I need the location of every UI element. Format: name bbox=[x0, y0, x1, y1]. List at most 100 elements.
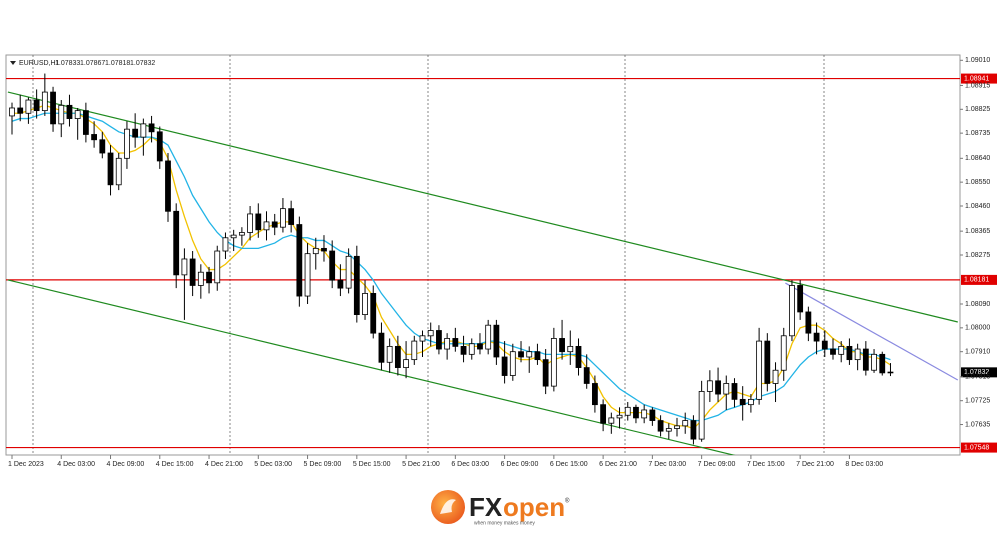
brand-tagline: when money makes money bbox=[474, 520, 535, 526]
candle-body bbox=[9, 107, 15, 117]
price-tag bbox=[961, 367, 997, 378]
candle-body bbox=[132, 128, 139, 138]
candle-body bbox=[567, 345, 574, 353]
candle-body bbox=[197, 271, 204, 286]
candle-body bbox=[99, 139, 106, 154]
candle-body bbox=[723, 383, 730, 395]
header-arrow bbox=[10, 61, 16, 65]
levels: 1.08941 1.08181 1.07548 bbox=[6, 73, 997, 453]
logo: FX open ® when money makes money bbox=[431, 490, 570, 526]
trendlines bbox=[7, 91, 959, 455]
candle-body bbox=[394, 345, 401, 368]
plot-frame bbox=[5, 54, 961, 456]
symbol: EURUSD,H1 bbox=[19, 60, 60, 67]
candle-body bbox=[805, 311, 812, 334]
candle-body bbox=[353, 255, 360, 316]
candle-body bbox=[674, 425, 680, 429]
x-tick-label: 6 Dec 15:00 bbox=[550, 461, 588, 468]
y-tick-label: 1.08735 bbox=[965, 130, 990, 137]
y-tick-label: 1.08550 bbox=[965, 179, 990, 186]
candle-body bbox=[189, 258, 196, 286]
logo-mark bbox=[440, 499, 456, 514]
x-tick-label: 7 Dec 03:00 bbox=[648, 461, 686, 468]
candle-body bbox=[173, 210, 180, 276]
candle-body bbox=[633, 406, 639, 419]
candle-body bbox=[838, 345, 845, 355]
x-tick-label: 8 Dec 03:00 bbox=[845, 461, 883, 468]
candle-body bbox=[25, 99, 32, 114]
x-tick-label: 7 Dec 21:00 bbox=[796, 461, 834, 468]
candle-body bbox=[624, 406, 631, 416]
candle-body bbox=[501, 356, 508, 376]
y-tick-label: 1.08915 bbox=[965, 82, 990, 89]
candle-body bbox=[50, 91, 56, 125]
y-tick-label: 1.07815 bbox=[965, 374, 990, 381]
candle-body bbox=[214, 250, 221, 284]
candle-body bbox=[485, 324, 492, 350]
x-tick-label: 7 Dec 15:00 bbox=[747, 461, 785, 468]
candle-body bbox=[33, 99, 40, 112]
x-tick-label: 5 Dec 09:00 bbox=[304, 461, 342, 468]
candle-body bbox=[436, 330, 442, 350]
candle-body bbox=[148, 123, 155, 133]
candle-body bbox=[739, 398, 746, 406]
candle-body bbox=[362, 293, 368, 316]
header-open: 1.07833 bbox=[55, 60, 80, 67]
candle-body bbox=[140, 123, 147, 138]
candle-body bbox=[337, 279, 344, 289]
x-tick-label: 4 Dec 09:00 bbox=[107, 461, 145, 468]
candle-body bbox=[58, 104, 65, 125]
candle-body bbox=[165, 160, 171, 212]
header-low: 1.07818 bbox=[105, 60, 130, 67]
candle-body bbox=[378, 332, 385, 363]
candle-body bbox=[271, 221, 278, 228]
candle-body bbox=[312, 247, 319, 255]
candle-body bbox=[690, 420, 697, 440]
candle-body bbox=[427, 330, 434, 337]
trendline bbox=[7, 279, 736, 455]
trendline bbox=[785, 282, 959, 381]
candle-body bbox=[682, 420, 689, 427]
x-tick-label: 4 Dec 03:00 bbox=[57, 461, 95, 468]
candle-body bbox=[649, 409, 656, 421]
candle-body bbox=[813, 332, 820, 342]
x-tick-label: 5 Dec 21:00 bbox=[402, 461, 440, 468]
y-tick-label: 1.07635 bbox=[965, 421, 990, 428]
brand-registered: ® bbox=[565, 498, 570, 505]
candle-body bbox=[370, 293, 377, 334]
candle-body bbox=[238, 232, 245, 236]
candle-body bbox=[255, 213, 262, 231]
candle-body bbox=[879, 353, 886, 374]
candle-body bbox=[616, 414, 623, 419]
candle-body bbox=[329, 250, 336, 281]
y-tick-label: 1.08000 bbox=[965, 325, 990, 332]
candle-body bbox=[124, 128, 130, 159]
price-label: 1.07832 bbox=[964, 369, 989, 376]
candle-body bbox=[419, 335, 426, 342]
day-separators bbox=[32, 55, 825, 455]
brand-open: open bbox=[503, 492, 565, 522]
candle-body bbox=[706, 380, 713, 392]
candle-body bbox=[403, 359, 409, 368]
y-tick-label: 1.08365 bbox=[965, 228, 990, 235]
y-tick-label: 1.07725 bbox=[965, 398, 990, 405]
axes: 1.09010 1.08915 1.08825 1.08735 1.08640 1.085… bbox=[8, 57, 990, 468]
candle-body bbox=[862, 348, 869, 371]
candle-body bbox=[641, 409, 648, 419]
candle-body bbox=[657, 420, 664, 432]
candle-body bbox=[288, 208, 295, 225]
x-tick-label: 5 Dec 03:00 bbox=[254, 461, 292, 468]
candle-body bbox=[91, 134, 97, 141]
candle-body bbox=[411, 340, 418, 361]
candle-body bbox=[550, 338, 557, 387]
candle-body bbox=[715, 380, 721, 395]
candle-body bbox=[821, 340, 828, 350]
x-tick-label: 6 Dec 09:00 bbox=[501, 461, 539, 468]
candle-body bbox=[731, 383, 738, 400]
level-tag bbox=[961, 73, 997, 84]
candle-body bbox=[518, 351, 524, 358]
candle-body bbox=[452, 338, 459, 347]
header-high: 1.07867 bbox=[80, 60, 105, 67]
x-tick-label: 5 Dec 15:00 bbox=[353, 461, 391, 468]
